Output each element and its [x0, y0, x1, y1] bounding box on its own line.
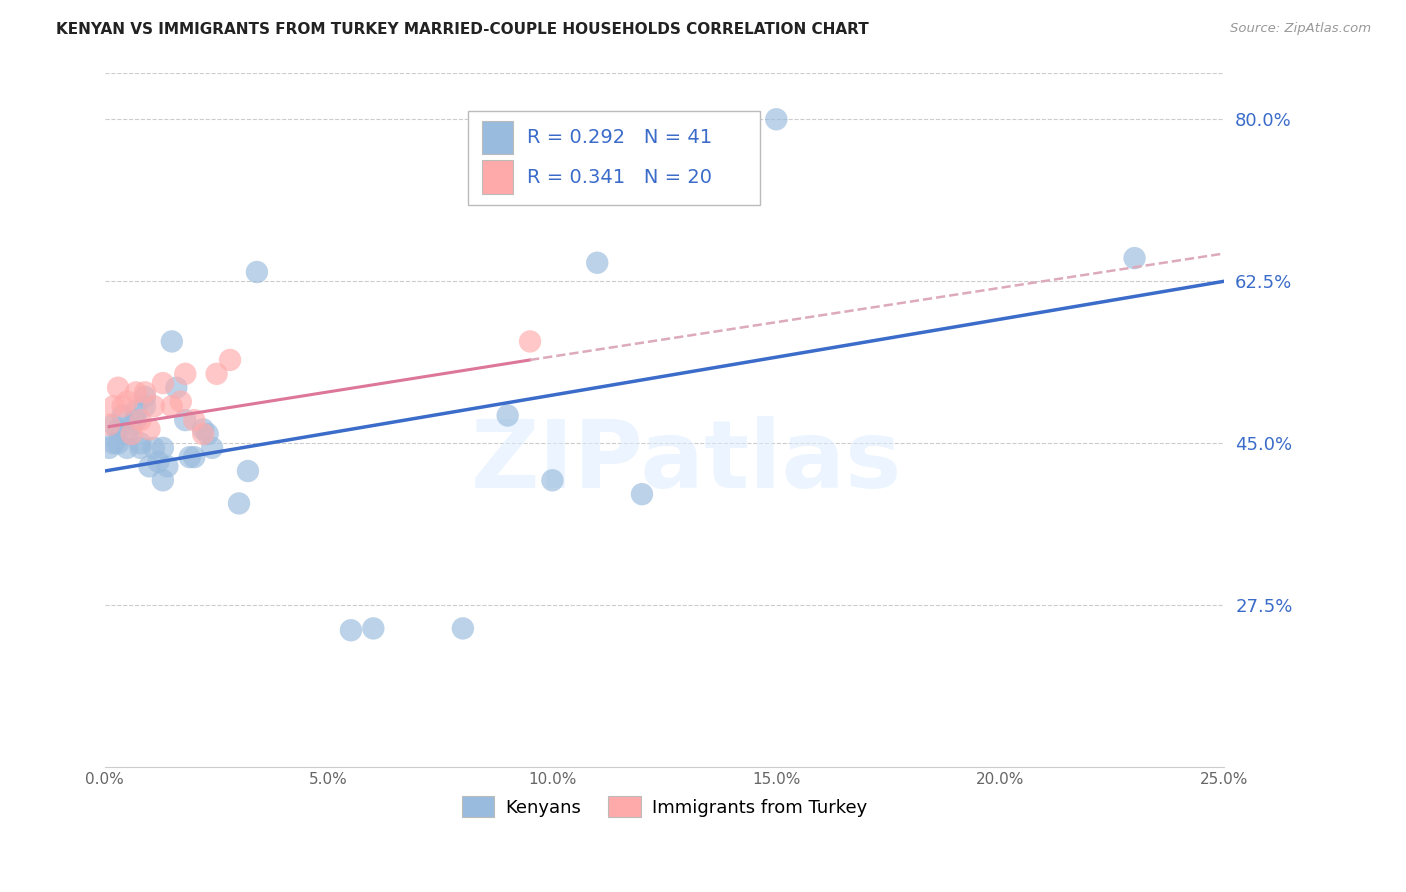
Point: [148, 455, 170, 469]
Point: [142, 441, 165, 455]
Point: [107, 381, 129, 395]
Point: [179, 450, 201, 464]
Point: [183, 413, 205, 427]
Point: [111, 399, 134, 413]
Point: [138, 422, 160, 436]
Point: [1123, 251, 1146, 265]
Point: [496, 409, 519, 423]
Point: [160, 399, 183, 413]
Point: [152, 441, 174, 455]
Point: [103, 436, 125, 450]
Text: KENYAN VS IMMIGRANTS FROM TURKEY MARRIED-COUPLE HOUSEHOLDS CORRELATION CHART: KENYAN VS IMMIGRANTS FROM TURKEY MARRIED…: [56, 22, 869, 37]
Point: [134, 385, 156, 400]
FancyBboxPatch shape: [468, 112, 759, 205]
Point: [586, 256, 609, 270]
Point: [765, 112, 787, 127]
Point: [152, 473, 174, 487]
Point: [451, 621, 474, 635]
Point: [631, 487, 654, 501]
Point: [201, 441, 224, 455]
Point: [115, 394, 138, 409]
Point: [152, 376, 174, 390]
Point: [98, 417, 121, 432]
Point: [107, 422, 129, 436]
Point: [340, 624, 363, 638]
Point: [174, 413, 197, 427]
Point: [170, 394, 193, 409]
Text: R = 0.341   N = 20: R = 0.341 N = 20: [527, 168, 711, 186]
Point: [156, 459, 179, 474]
Point: [129, 436, 152, 450]
Point: [541, 473, 564, 487]
Bar: [482, 121, 513, 154]
Point: [121, 427, 143, 442]
Point: [236, 464, 259, 478]
Point: [228, 496, 250, 510]
Point: [129, 441, 152, 455]
Point: [205, 367, 228, 381]
Point: [134, 399, 156, 413]
Point: [142, 399, 165, 413]
Point: [103, 417, 125, 432]
Point: [197, 427, 219, 442]
Point: [115, 441, 138, 455]
Point: [125, 385, 148, 400]
Point: [193, 427, 215, 442]
Point: [121, 417, 143, 432]
Point: [111, 409, 134, 423]
Point: [103, 399, 125, 413]
Point: [193, 422, 215, 436]
Point: [160, 334, 183, 349]
Point: [125, 404, 148, 418]
Point: [363, 621, 385, 635]
Point: [107, 436, 129, 450]
Text: Source: ZipAtlas.com: Source: ZipAtlas.com: [1230, 22, 1371, 36]
Point: [519, 334, 541, 349]
Point: [174, 367, 197, 381]
Text: ZIPatlas: ZIPatlas: [471, 416, 903, 508]
Point: [115, 427, 138, 442]
Point: [246, 265, 269, 279]
Legend: Kenyans, Immigrants from Turkey: Kenyans, Immigrants from Turkey: [454, 789, 875, 824]
Point: [219, 353, 242, 368]
Point: [165, 381, 187, 395]
Point: [125, 413, 148, 427]
Bar: [482, 161, 513, 194]
Point: [183, 450, 205, 464]
Point: [129, 413, 152, 427]
Point: [98, 441, 121, 455]
Text: R = 0.292   N = 41: R = 0.292 N = 41: [527, 128, 711, 147]
Point: [134, 390, 156, 404]
Point: [138, 459, 160, 474]
